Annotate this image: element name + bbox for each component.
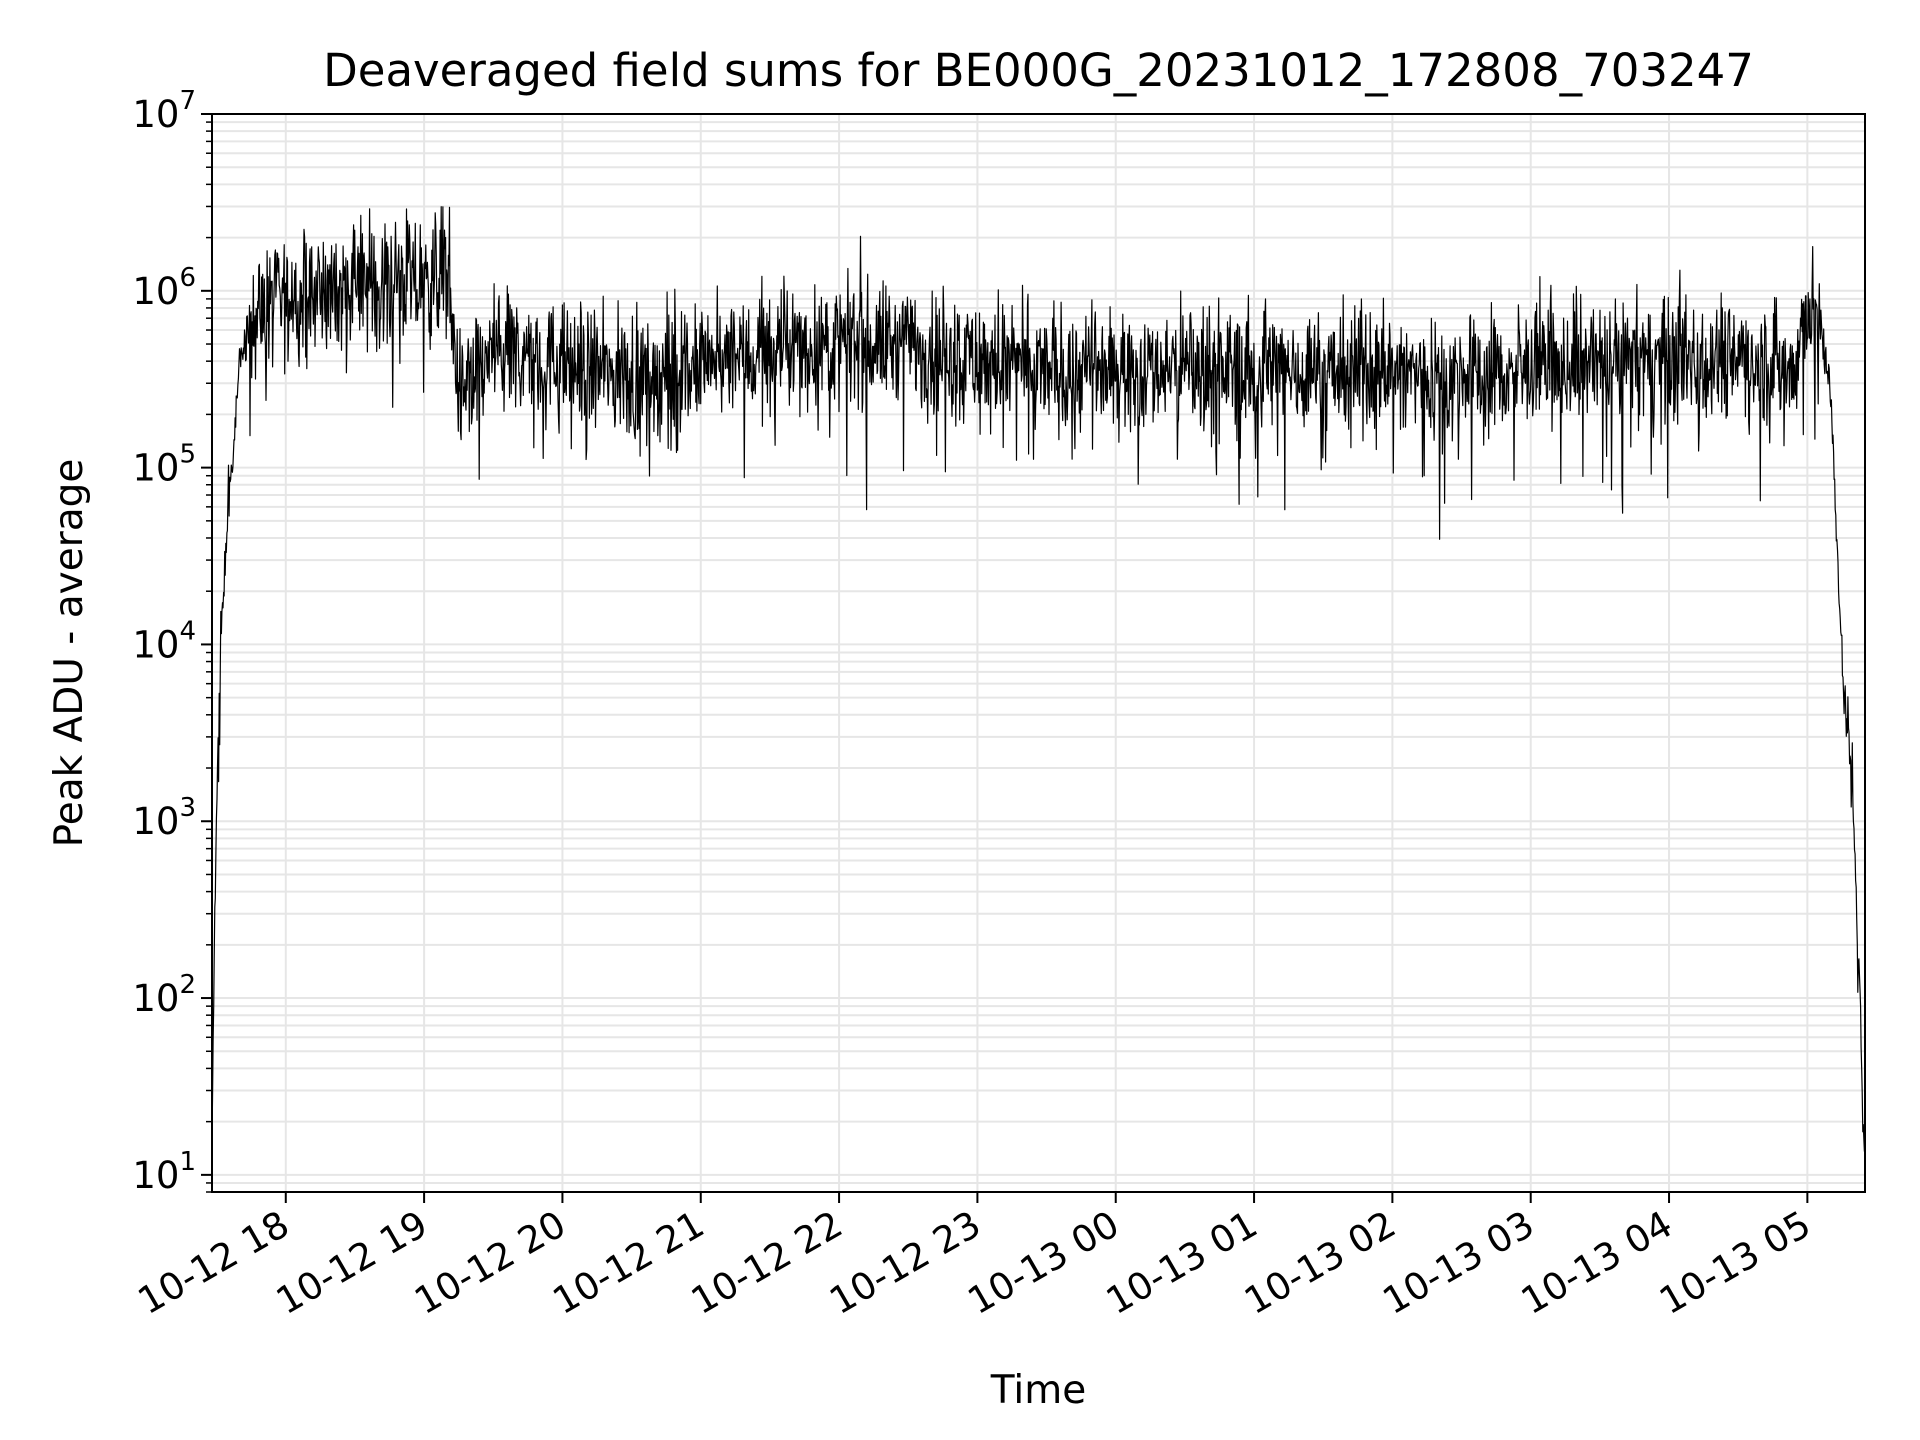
y-tick-base: 10 [132,977,179,1020]
y-tick-label: 105 [132,440,196,490]
series-layer [211,206,1866,1152]
y-tick-base: 10 [132,93,179,136]
y-tick-label: 106 [132,263,196,313]
y-tick-exponent: 7 [179,86,196,116]
y-tick-base: 10 [132,623,179,666]
y-tick-label: 107 [132,86,196,136]
y-tick-label: 102 [132,970,196,1020]
series-line [211,206,1866,1152]
y-tick-base: 10 [132,270,179,313]
y-tick-label: 104 [132,616,196,666]
y-tick-label: 101 [132,1147,196,1197]
y-tick-base: 10 [132,800,179,843]
y-tick-base: 10 [132,447,179,490]
y-tick-exponent: 1 [179,1147,196,1177]
y-tick-exponent: 4 [179,616,196,646]
y-tick-exponent: 3 [179,793,196,823]
y-tick-exponent: 6 [179,263,196,293]
y-tick-exponent: 2 [179,970,196,1000]
chart-title: Deaveraged field sums for BE000G_2023101… [323,44,1754,97]
y-tick-label: 103 [132,793,196,843]
x-axis-label: Time [990,1368,1086,1413]
y-tick-base: 10 [132,1154,179,1197]
y-tick-exponent: 5 [179,440,196,470]
y-axis-label: Peak ADU - average [47,459,92,848]
